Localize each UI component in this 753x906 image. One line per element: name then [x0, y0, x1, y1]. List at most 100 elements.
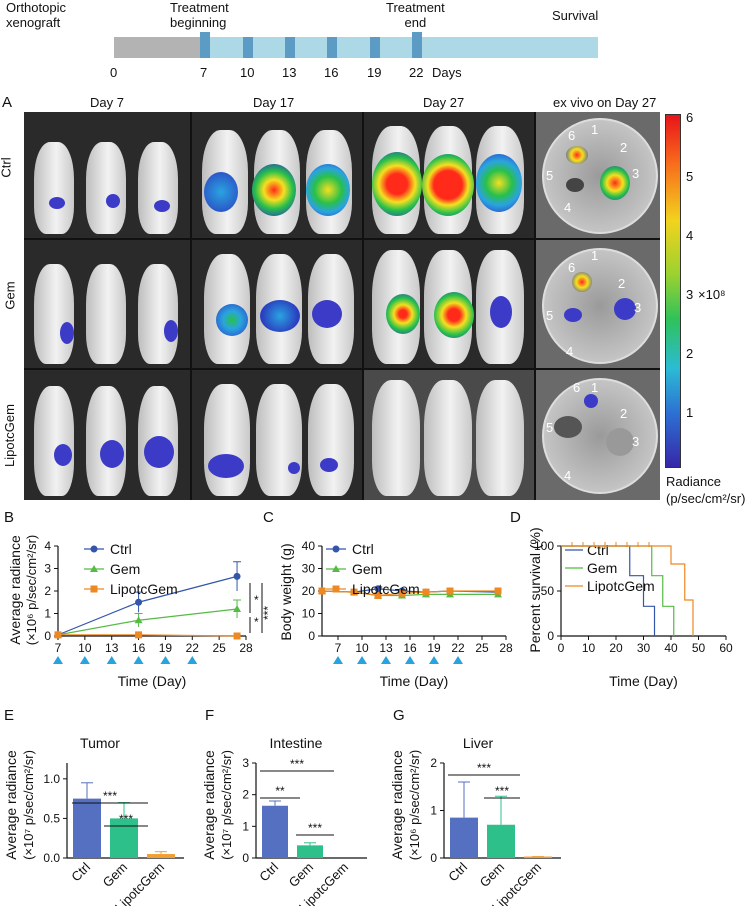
- panel-letter-d: D: [510, 509, 521, 526]
- y-tick-label: 1: [242, 819, 249, 833]
- y-axis-title: Average radiance: [3, 750, 19, 860]
- organ-number: 3: [632, 166, 640, 181]
- image-cell: [192, 370, 362, 500]
- timeline-tick: 13: [282, 65, 297, 80]
- x-category-label: Gem: [286, 860, 317, 891]
- colorbar-unit: ×10⁸: [698, 287, 726, 302]
- x-tick-label: 22: [186, 641, 200, 655]
- organ-number: 3: [634, 300, 642, 315]
- x-tick-label: 25: [212, 641, 226, 655]
- data-point-ctrl: [374, 585, 382, 593]
- colorbar-tick: 3: [686, 287, 694, 302]
- y-tick-label: 40: [302, 539, 316, 553]
- timeline-tick: 16: [324, 65, 339, 80]
- x-axis-title: Time (Day): [118, 673, 187, 689]
- image-cell: [192, 240, 362, 368]
- colorbar-unit-label: (p/sec/cm²/sr): [666, 491, 746, 506]
- organ-number: 1: [591, 248, 599, 263]
- timeline-survival-label: Survival: [552, 8, 599, 23]
- x-tick-label: 7: [335, 641, 342, 655]
- image-cell: [24, 370, 190, 500]
- data-point-lipotcgem: [374, 592, 382, 599]
- y-axis-title: Average radiance: [201, 750, 217, 860]
- colorbar-tick: 1: [686, 405, 694, 420]
- timeline-bar-treat: [202, 37, 598, 58]
- x-category-label: Gem: [100, 860, 131, 891]
- y-tick-label: 50: [541, 584, 555, 598]
- treatment-triangle: [160, 656, 171, 664]
- chart-title: Liver: [463, 735, 494, 751]
- timeline-marker: [370, 37, 380, 58]
- bar-ctrl: [450, 817, 478, 858]
- legend-label: LipotcGem: [352, 581, 420, 597]
- y-axis-title: (×10⁷ p/sec/cm²/sr): [219, 750, 234, 860]
- data-point-ctrl: [54, 631, 62, 639]
- x-category-label: Gem: [477, 860, 508, 891]
- series-line-lipotcgem: [58, 634, 238, 637]
- data-point-lipotcgem: [494, 587, 502, 595]
- x-tick-label: 10: [355, 641, 369, 655]
- organ-number: 5: [546, 308, 554, 323]
- survival-curve-gem: [561, 545, 675, 636]
- significance-label: ***: [119, 812, 133, 826]
- timeline-marker: [200, 32, 210, 58]
- y-tick-label: 2: [44, 584, 51, 598]
- image-cell: [536, 370, 660, 500]
- timeline-tick: 10: [240, 65, 255, 80]
- organ-number: 6: [568, 128, 576, 143]
- legend-marker: [332, 585, 340, 593]
- legend-marker: [90, 565, 98, 572]
- legend-label: Ctrl: [587, 542, 609, 558]
- data-point-gem: [54, 630, 62, 638]
- data-point-lipotcgem: [422, 588, 430, 596]
- timeline-tick: 7: [200, 65, 208, 80]
- significance-label: ***: [477, 761, 491, 775]
- panel-letter-a: A: [2, 94, 13, 111]
- data-point-lipotcgem: [318, 587, 326, 595]
- significance-label: **: [275, 784, 285, 798]
- organ-number: 6: [573, 380, 581, 395]
- bar-lipotcgem: [524, 856, 552, 858]
- legend-label: Ctrl: [352, 541, 374, 557]
- data-point-ctrl: [350, 588, 358, 596]
- timeline-treat-line2: beginning: [170, 15, 227, 30]
- image-cell: [192, 112, 362, 238]
- row-label: Ctrl: [0, 157, 14, 178]
- x-tick-label: 50: [692, 641, 706, 655]
- y-tick-label: 30: [302, 562, 316, 576]
- series-line-ctrl: [321, 588, 499, 593]
- x-tick-label: 0: [558, 641, 565, 655]
- data-point-gem: [422, 590, 430, 598]
- timeline-marker: [285, 37, 295, 58]
- x-category-label: Ctrl: [445, 859, 470, 884]
- timeline-treat-label: Treatment beginning: [170, 0, 229, 30]
- x-tick-label: 19: [427, 641, 441, 655]
- y-axis-title: Average radiance: [389, 750, 405, 860]
- treatment-triangle: [187, 656, 198, 664]
- timeline-marker: [412, 32, 422, 58]
- data-point-ctrl: [135, 598, 143, 606]
- y-tick-label: 0: [242, 851, 249, 865]
- x-axis-title: Time (Day): [609, 673, 678, 689]
- legend-marker: [332, 545, 340, 553]
- image-cell: [364, 370, 534, 500]
- significance-label: ***: [290, 757, 304, 771]
- col-header: ex vivo on Day 27: [553, 95, 657, 110]
- data-point-lipotcgem: [233, 632, 241, 640]
- timeline-marker: [243, 37, 253, 58]
- organ-number: 5: [546, 420, 554, 435]
- timeline-tick: 19: [367, 65, 382, 80]
- significance-label: ***: [495, 784, 509, 798]
- timeline-ortho-line2: xenograft: [6, 15, 61, 30]
- x-tick-label: 28: [499, 641, 513, 655]
- y-tick-label: 0.0: [43, 851, 60, 865]
- y-tick-label: 10: [302, 607, 316, 621]
- y-axis-title: Average radiance: [7, 535, 23, 645]
- legend-label: LipotcGem: [110, 581, 178, 597]
- organ-number: 4: [564, 200, 572, 215]
- y-tick-label: 1: [44, 607, 51, 621]
- col-header: Day 17: [253, 95, 295, 110]
- y-axis-title: (×10⁶ p/sec/cm²/sr): [24, 535, 39, 645]
- y-tick-label: 4: [44, 539, 51, 553]
- organ-number: 1: [591, 122, 599, 137]
